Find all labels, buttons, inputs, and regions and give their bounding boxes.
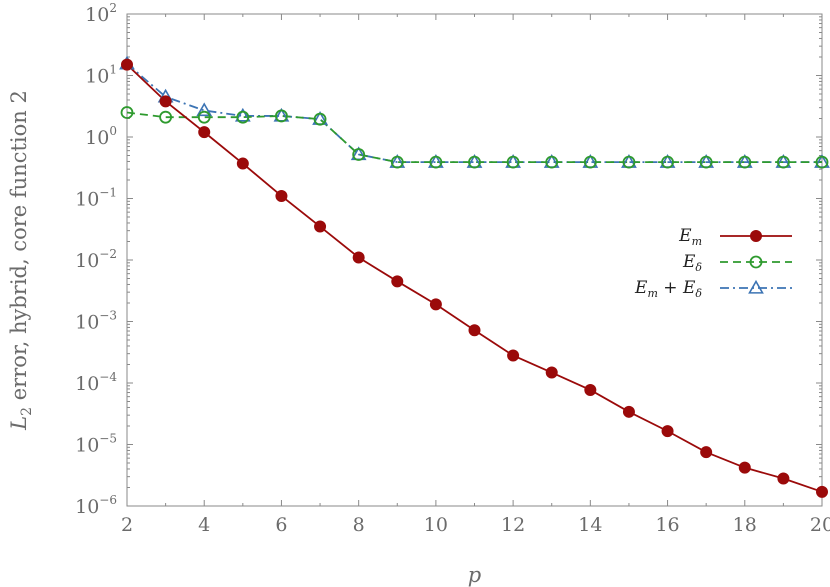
y-tick-base: 10 [85, 66, 109, 88]
axis-ticks: 2 4 6 8 10 12 14 16 18 2010210110010−110−210−310−… [75, 1, 830, 536]
legend-marker-0 [750, 230, 762, 242]
x-axis-label: p [468, 563, 481, 587]
series-0-point [159, 95, 172, 108]
legend-label-0: Em [678, 226, 702, 248]
series-1-point [699, 155, 713, 169]
series-1-point [815, 155, 829, 169]
y-tick-label: 10−2 [75, 247, 117, 272]
x-tick-label: 6 [275, 514, 287, 536]
y-tick-base: 10 [75, 435, 99, 457]
series-0-point [275, 189, 288, 202]
series-0-point [391, 275, 404, 288]
series-1-point [776, 155, 790, 169]
y-tick-exponent: −1 [99, 186, 117, 200]
y-tick-label: 10−4 [75, 370, 117, 395]
series-1-point [429, 155, 443, 169]
series-0-point [236, 157, 249, 170]
x-tick-label: 4 [198, 514, 210, 536]
legend: Em Eδ Em + Eδ [634, 226, 792, 300]
y-tick-exponent: −3 [99, 309, 117, 323]
x-tick-label: 10 [424, 514, 448, 536]
legend-label-1: Eδ [682, 252, 702, 274]
series-0-point [777, 472, 790, 485]
series-0-point [584, 383, 597, 396]
y-tick-label: 101 [85, 63, 117, 88]
series-1-point [313, 112, 327, 126]
legend-label-2: Em + Eδ [634, 278, 702, 300]
series-1-point [545, 155, 559, 169]
y-tick-exponent: −6 [99, 493, 117, 507]
series-2-point [196, 102, 213, 117]
series-0-point [198, 126, 211, 139]
y-tick-label: 10−5 [75, 432, 117, 457]
plot-frame [126, 13, 823, 507]
series-1-point [468, 155, 481, 169]
x-tick-label: 16 [655, 514, 679, 536]
series-0-point [816, 485, 828, 498]
y-axis-label: L2 error, hybrid, core function 2 [7, 90, 35, 431]
y-tick-base: 10 [75, 496, 99, 518]
series-markers [119, 55, 830, 498]
y-tick-label: 10−6 [75, 493, 117, 518]
series-1-point [622, 155, 636, 169]
series-0-point [700, 446, 713, 459]
series-0-point [429, 298, 442, 311]
y-tick-exponent: 0 [109, 124, 117, 138]
y-tick-exponent: −2 [99, 247, 117, 261]
y-axis-label-sub: 2 [19, 407, 35, 416]
series-1-point [197, 110, 211, 124]
series-1-point [738, 155, 752, 169]
x-tick-label: 8 [353, 514, 365, 536]
y-tick-exponent: 1 [109, 63, 117, 77]
series-0-point [352, 251, 365, 264]
series-line-0 [126, 64, 823, 493]
series-1-point [661, 155, 674, 169]
series-0-point [622, 405, 635, 418]
y-tick-exponent: −5 [99, 432, 117, 446]
y-tick-label: 10−1 [75, 186, 117, 211]
x-tick-label: 20 [810, 514, 830, 536]
series-0-point [468, 324, 481, 337]
series-line-2 [126, 63, 822, 164]
y-tick-label: 102 [85, 1, 117, 26]
x-tick-label: 14 [578, 514, 602, 536]
series-1-point [236, 110, 250, 124]
y-tick-base: 10 [75, 312, 99, 334]
x-tick-label: 2 [121, 514, 133, 536]
x-tick-label: 12 [501, 514, 525, 536]
legend-marker-1 [749, 255, 763, 269]
y-tick-exponent: −4 [99, 370, 117, 384]
x-tick-label: 18 [733, 514, 757, 536]
series-1-point [120, 106, 134, 119]
y-tick-base: 10 [75, 373, 99, 395]
series-1-point [275, 109, 288, 123]
series-1-point [352, 148, 366, 161]
series-2-point [234, 107, 251, 122]
y-tick-base: 10 [75, 250, 99, 272]
series-1-point [159, 110, 173, 124]
series-1-point [583, 155, 597, 169]
series-0-point [507, 349, 520, 362]
series-0-point [545, 366, 558, 379]
series-0-point [314, 220, 327, 233]
series-0-point [661, 425, 674, 438]
y-tick-label: 10−3 [75, 309, 117, 334]
y-axis-label-main: L [7, 416, 31, 431]
series-1-point [506, 155, 520, 169]
y-tick-exponent: 2 [109, 1, 117, 15]
y-tick-base: 10 [85, 127, 109, 149]
series-1-point [390, 155, 404, 169]
legend-marker-2 [748, 279, 764, 294]
y-tick-label: 100 [85, 124, 117, 149]
series-lines [126, 63, 823, 493]
y-tick-base: 10 [85, 4, 109, 26]
plot-border [126, 13, 823, 507]
y-axis-label-rest: error, hybrid, core function 2 [7, 90, 31, 407]
y-tick-base: 10 [75, 189, 99, 211]
series-0-point [121, 58, 133, 71]
series-0-point [738, 461, 751, 474]
